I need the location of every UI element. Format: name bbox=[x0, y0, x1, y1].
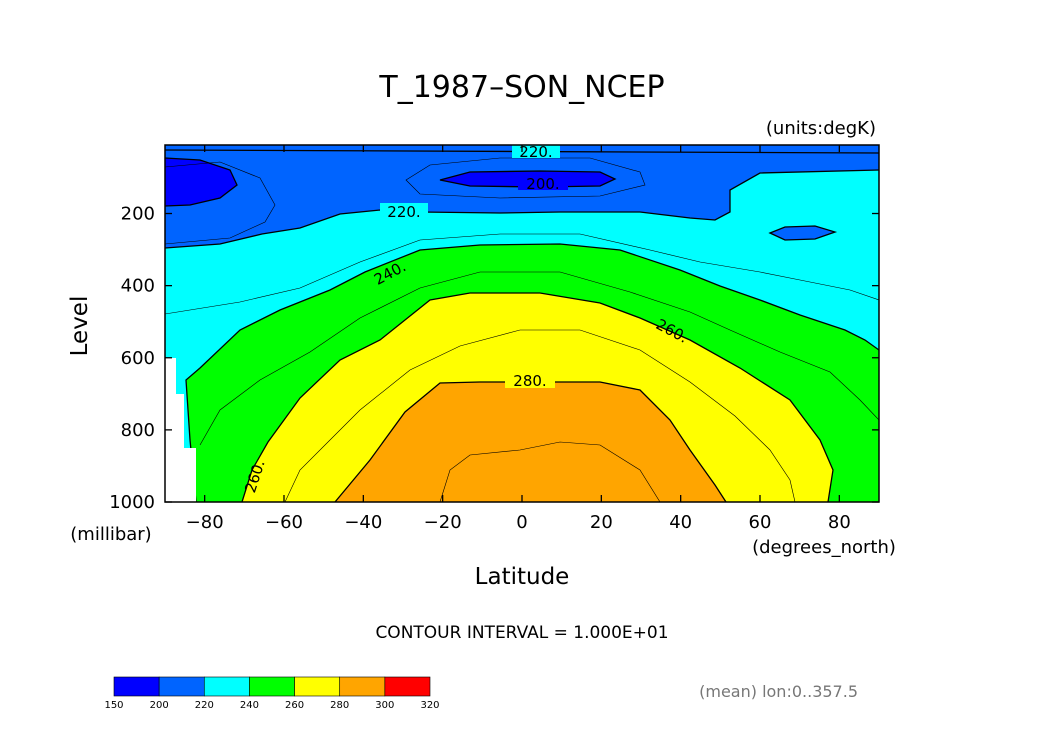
x-tick-label: −20 bbox=[424, 512, 462, 533]
colorbar-swatch bbox=[113, 676, 160, 697]
colorbar-tick-label: 300 bbox=[375, 700, 394, 711]
colorbar-swatch bbox=[203, 676, 250, 697]
x-axis-title: Latitude bbox=[475, 564, 570, 590]
colorbar-tick-label: 200 bbox=[150, 700, 169, 711]
colorbar-swatch bbox=[294, 676, 341, 697]
y-tick-label: 200 bbox=[121, 204, 155, 225]
plot-area bbox=[165, 145, 879, 502]
y-units-label: (millibar) bbox=[70, 524, 151, 545]
contour-260 bbox=[241, 292, 834, 502]
band-280-300 bbox=[335, 382, 726, 502]
contour-thin-290 bbox=[439, 441, 661, 502]
contour-label-6: 280. bbox=[513, 372, 546, 390]
contour-thin-270 bbox=[284, 329, 796, 502]
x-tick-label: 40 bbox=[669, 512, 692, 533]
contour-label-3: 220. bbox=[387, 203, 420, 221]
x-units-label: (degrees_north) bbox=[752, 537, 896, 558]
mean-note: (mean) lon:0..357.5 bbox=[699, 682, 858, 701]
contour-240 bbox=[185, 243, 879, 502]
colorbar-tick-label: 280 bbox=[330, 700, 349, 711]
band-200-220-northern-patch bbox=[770, 226, 835, 240]
colorbar-swatch bbox=[384, 676, 431, 697]
contour-thin-230 bbox=[165, 233, 879, 315]
units-label: (units:degK) bbox=[766, 118, 876, 139]
y-tick-label: 600 bbox=[121, 348, 155, 369]
colorbar-tick-label: 220 bbox=[195, 700, 214, 711]
x-axis: −80 −60 −40 −20 0 20 40 60 80 bbox=[186, 145, 851, 533]
x-tick-label: 80 bbox=[828, 512, 851, 533]
chart-title: T_1987–SON_NCEP bbox=[378, 70, 664, 105]
contour-thin-210-north bbox=[405, 157, 646, 199]
contour-200-north bbox=[439, 170, 617, 188]
contour-280 bbox=[334, 381, 727, 502]
colorbar-tick-label: 240 bbox=[240, 700, 259, 711]
contour-thin-210 bbox=[165, 161, 276, 245]
colorbar: 150 200 220 240 260 280 300 320 bbox=[104, 676, 440, 711]
contour-210-north-patch bbox=[768, 225, 838, 241]
contour-label-bg-2 bbox=[518, 175, 568, 190]
y-tick-label: 400 bbox=[121, 276, 155, 297]
x-tick-label: 20 bbox=[590, 512, 613, 533]
colorbar-swatch bbox=[249, 676, 295, 697]
contour-label-bg-1 bbox=[512, 145, 560, 158]
colorbar-tick-label: 260 bbox=[285, 700, 304, 711]
contour-label-1: 220. bbox=[519, 143, 552, 161]
colorbar-swatch bbox=[339, 676, 386, 697]
contour-label-2: 200. bbox=[526, 175, 559, 193]
x-tick-label: −80 bbox=[186, 512, 224, 533]
missing-data-mask bbox=[165, 358, 196, 502]
colorbar-tick-label: 320 bbox=[420, 700, 439, 711]
x-tick-label: −40 bbox=[344, 512, 382, 533]
contour-interval: CONTOUR INTERVAL = 1.000E+01 bbox=[375, 623, 668, 643]
contour-label-bg-6 bbox=[505, 372, 555, 388]
band-lt200-south bbox=[165, 158, 237, 206]
contour-220 bbox=[165, 169, 879, 249]
contour-200-south bbox=[165, 157, 238, 207]
contour-thin-250 bbox=[199, 271, 879, 446]
contour-label-bg-3 bbox=[380, 203, 428, 219]
colorbar-tick-label: 150 bbox=[104, 700, 123, 711]
y-tick-label: 1000 bbox=[109, 492, 155, 513]
colorbar-swatch bbox=[158, 676, 205, 697]
y-axis-title: Level bbox=[67, 296, 93, 357]
x-tick-label: 0 bbox=[516, 512, 527, 533]
x-tick-label: −60 bbox=[265, 512, 303, 533]
y-tick-label: 800 bbox=[121, 420, 155, 441]
x-tick-label: 60 bbox=[749, 512, 772, 533]
y-axis: 200 400 600 800 1000 bbox=[109, 204, 879, 513]
